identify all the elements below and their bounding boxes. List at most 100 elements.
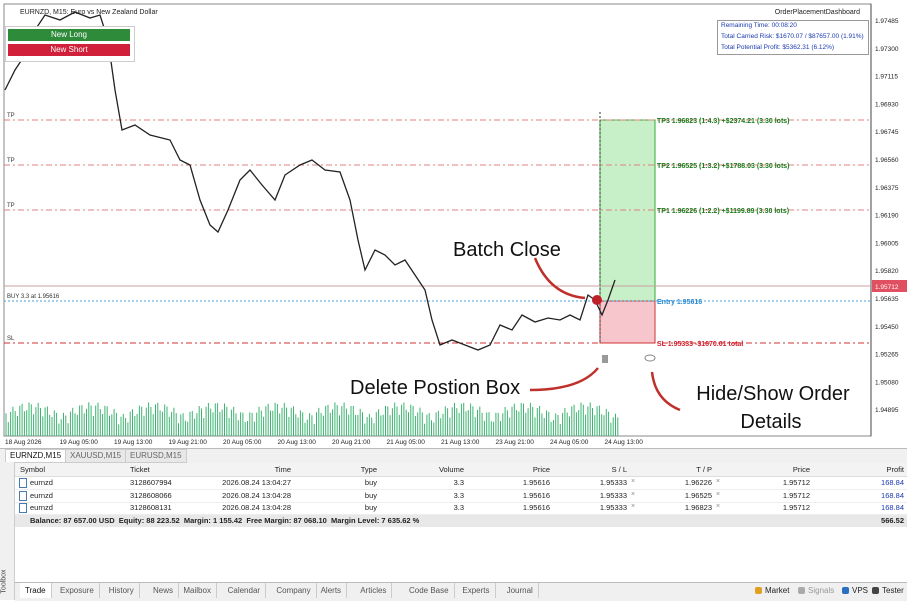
bottom-tab[interactable]: Company xyxy=(271,583,317,598)
bottom-tab[interactable]: Articles xyxy=(355,583,393,598)
table-row[interactable] xyxy=(15,502,907,515)
close-x: × xyxy=(631,503,636,510)
annotation: Batch Close xyxy=(453,239,561,261)
time-label: 20 Aug 05:00 xyxy=(223,439,262,446)
toolbox-strip xyxy=(0,462,15,600)
cell: 1.96823 xyxy=(684,503,712,512)
status-icon xyxy=(798,587,805,594)
batch-close-button[interactable] xyxy=(592,295,602,305)
balance-row xyxy=(15,515,907,527)
chart: EURNZD, M15: Euro vs New Zealand Dollar O… xyxy=(3,3,907,446)
cell: buy xyxy=(364,503,377,512)
plot-frame xyxy=(3,3,872,437)
cell: 1.95712 xyxy=(782,490,810,500)
price-label: 1.96190 xyxy=(875,213,899,220)
bottom-tab[interactable]: Exposure xyxy=(55,583,100,598)
new-short-button[interactable]: New Short xyxy=(8,44,130,56)
current-price: 1.95712 xyxy=(875,284,899,291)
bottom-tab[interactable]: Code Base xyxy=(404,583,455,598)
time-label: 18 Aug 2026 xyxy=(5,439,42,446)
cell: 1.96525 xyxy=(684,490,712,500)
bottom-bar xyxy=(15,582,907,601)
price-label: 1.95265 xyxy=(875,352,899,359)
price-label: 1.96930 xyxy=(875,101,899,108)
cell: 1.95333 xyxy=(599,490,627,500)
bottom-tab[interactable]: News xyxy=(148,583,180,598)
cell: 1.95712 xyxy=(782,503,810,512)
arrow xyxy=(650,371,681,412)
chart-tab[interactable]: XAUUSD,M15 xyxy=(65,449,127,463)
status-button[interactable]: Tester xyxy=(882,586,904,595)
level-label: TP1 1.96226 (1:2.2) +$1199.89 (3.30 lots… xyxy=(657,208,789,215)
level-tag: TP xyxy=(7,113,15,119)
cell: 3128608066 xyxy=(130,490,172,500)
bottom-tab[interactable]: History xyxy=(104,583,140,598)
table-header-row xyxy=(15,463,907,477)
column-header: Price xyxy=(532,465,550,474)
cell: 3128607994 xyxy=(130,478,172,487)
bottom-tab[interactable]: Alerts xyxy=(316,583,348,598)
close-x: × xyxy=(716,490,721,498)
current-price-badge xyxy=(872,280,907,292)
cell: eurnzd xyxy=(30,490,53,500)
cell: 3128608131 xyxy=(130,503,172,512)
cell: 1.95333 xyxy=(599,503,627,512)
bottom-tab[interactable]: Trade xyxy=(20,583,52,598)
column-header: Ticket xyxy=(130,465,150,474)
price-label: 1.94895 xyxy=(875,407,899,414)
cell: 2026.08.24 13:04:27 xyxy=(222,478,291,487)
cell: 1.96226 xyxy=(684,478,712,487)
bottom-tab[interactable]: Experts xyxy=(457,583,496,598)
table-row[interactable] xyxy=(15,490,907,503)
time-label: 20 Aug 21:00 xyxy=(332,439,371,446)
time-label: 21 Aug 13:00 xyxy=(441,439,480,446)
level-tag: TP xyxy=(7,158,15,164)
cell: eurnzd xyxy=(30,503,53,512)
column-header: Volume xyxy=(438,465,464,474)
row-icon xyxy=(19,478,27,488)
level-label: Entry 1.95616 xyxy=(657,299,702,306)
new-long-button[interactable]: New Long xyxy=(8,29,130,41)
window-title: EURNZD, M15: Euro vs New Zealand Dollar xyxy=(20,9,158,16)
bottom-tab[interactable]: Calendar xyxy=(223,583,267,598)
status-icon xyxy=(842,587,849,594)
delete-box-button[interactable] xyxy=(602,355,608,363)
price-label: 1.95450 xyxy=(875,324,899,331)
column-header: S / L xyxy=(611,465,627,474)
bottom-tab[interactable]: Journal xyxy=(502,583,539,598)
level-tag: TP xyxy=(7,203,15,209)
time-label: 19 Aug 21:00 xyxy=(169,439,208,446)
status-button[interactable]: Market xyxy=(765,586,790,595)
chart-tab[interactable]: EURNZD,M15 xyxy=(5,449,67,463)
info-line: Total Carried Risk: $1670.07 / $87657.00… xyxy=(721,33,864,40)
cell: 1.95712 xyxy=(782,478,810,487)
bottom-tab[interactable]: Mailbox xyxy=(178,583,217,598)
info-panel xyxy=(717,20,869,55)
price-series xyxy=(4,11,616,351)
hide-show-button[interactable] xyxy=(644,354,656,362)
price-label: 1.96745 xyxy=(875,129,899,136)
price-label: 1.97115 xyxy=(875,74,898,81)
price-label: 1.95820 xyxy=(875,268,899,275)
status-button[interactable]: Signals xyxy=(808,586,835,595)
toolbox-label: Toolbox xyxy=(0,569,8,594)
table-row[interactable] xyxy=(15,477,907,490)
markers xyxy=(592,280,907,363)
arrow xyxy=(533,257,586,300)
chart-tab[interactable]: EURUSD,M15 xyxy=(125,449,187,463)
cell: 1.95616 xyxy=(522,490,550,500)
price-label: 1.96005 xyxy=(875,240,899,247)
cell: buy xyxy=(364,490,377,500)
status-button[interactable]: VPS xyxy=(852,586,869,595)
annotation: Delete Postion Box xyxy=(350,377,520,399)
level-tag: BUY 3.3 at 1.95616 xyxy=(7,294,60,300)
balance: Balance: 87 657.00 USD Equity: 88 223.52… xyxy=(30,516,420,525)
close-x: × xyxy=(716,503,721,510)
annotation: Hide/Show Order xyxy=(696,383,850,405)
row-icon xyxy=(19,503,27,513)
close-x: × xyxy=(631,478,636,485)
time-label: 21 Aug 05:00 xyxy=(387,439,426,446)
cell: 1.95616 xyxy=(522,478,550,487)
cell: 168.84 xyxy=(881,490,904,500)
